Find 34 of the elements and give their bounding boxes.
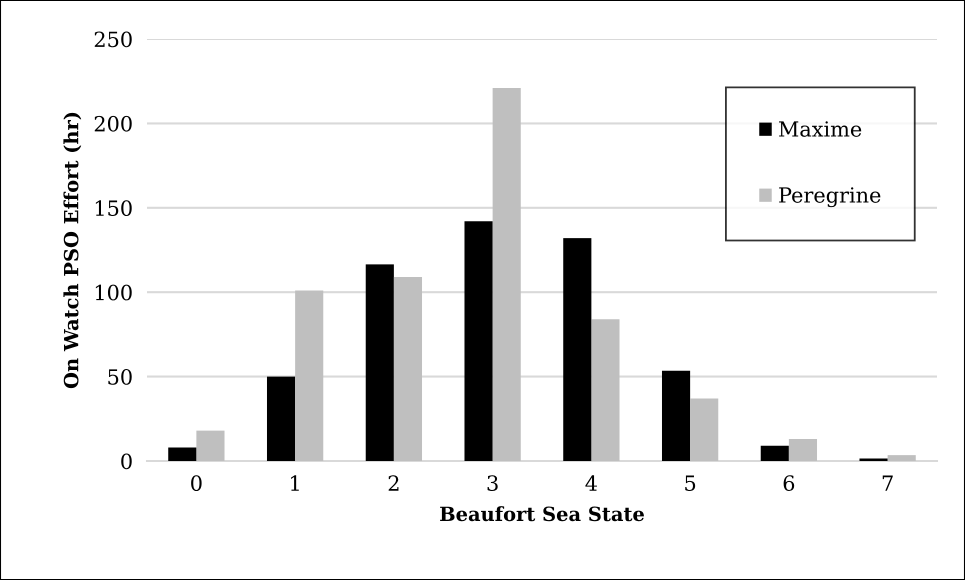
bar (888, 455, 916, 461)
bar (295, 290, 324, 461)
y-axis-title: On Watch PSO Effort (hr) (63, 112, 82, 388)
legend-label: Peregrine (779, 187, 880, 208)
y-tick-label: 100 (96, 284, 132, 300)
bar (196, 430, 225, 461)
bar (563, 238, 592, 461)
bar (859, 458, 888, 461)
y-tick-label: 50 (108, 369, 132, 385)
x-tick-label: 1 (291, 475, 299, 491)
y-tick-label: 250 (94, 31, 132, 48)
bar (690, 398, 718, 461)
x-tick-label: 3 (488, 475, 498, 492)
bar (464, 221, 493, 461)
bar (662, 370, 690, 461)
bar (266, 376, 296, 461)
bar (366, 264, 394, 461)
bar (591, 319, 620, 461)
bar (492, 88, 521, 461)
x-tick-label: 5 (685, 476, 696, 492)
y-tick-label: 0 (121, 453, 132, 470)
bar (760, 446, 789, 461)
legend-label: Maxime (779, 121, 862, 137)
bar (394, 277, 422, 461)
x-tick-label: 2 (388, 475, 398, 491)
x-tick-label: 0 (191, 475, 202, 492)
x-tick-label: 4 (585, 475, 597, 491)
x-axis-title: Beaufort Sea State (440, 506, 644, 522)
x-tick-label: 7 (882, 476, 893, 491)
y-tick-label: 150 (96, 200, 132, 216)
y-tick-label: 200 (94, 116, 132, 132)
bar (788, 439, 818, 461)
x-tick-label: 6 (784, 475, 794, 492)
bar (168, 447, 196, 461)
